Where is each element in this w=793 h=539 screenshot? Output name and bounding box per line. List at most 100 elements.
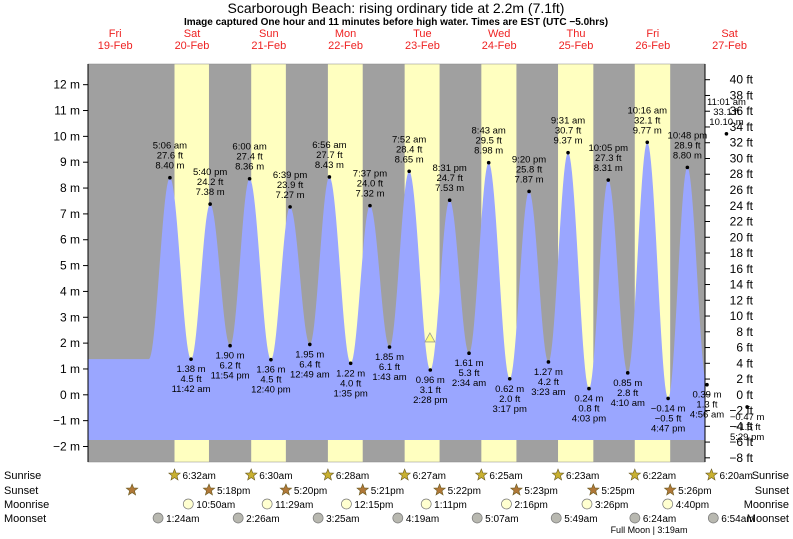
high-tide-feet: 23.9 ft [277,180,304,191]
sunset-time: 5:23pm [524,486,557,497]
y-tick-label: 32 ft [730,136,754,150]
low-tide-point [625,371,630,375]
sunrise-time: 6:30am [259,471,292,482]
low-tide-meters: 1.85 m [375,352,404,363]
low-tide-time: 3:23 am [531,387,565,398]
moonrise-time: 4:40pm [676,500,709,511]
y-tick-label: 26 ft [730,183,754,197]
moonset-moon-icon [392,512,404,524]
high-tide-time: 9:20 pm [512,154,546,165]
sunrise-time: 6:27am [413,471,446,482]
high-tide-feet: 32.1 ft [634,115,661,126]
day-of-week-label: Thu [567,28,586,40]
moonset-moon-icon [471,512,483,524]
day-of-week-label: Fri [646,28,659,40]
y-tick-label: 3 m [60,310,80,324]
sunset-star-icon [125,483,139,496]
sunrise-time: 6:32am [183,471,216,482]
low-tide-feet: 2.0 ft [499,394,520,405]
y-tick-label: 6 m [60,233,80,247]
chart-title: Scarborough Beach: rising ordinary tide … [228,0,565,16]
low-tide-feet: 6.4 ft [299,359,320,370]
high-tide-feet: 28.4 ft [396,144,423,155]
y-tick-label: 12 ft [730,293,754,307]
low-tide-meters: 0.62 m [495,384,524,395]
date-label: 21-Feb [251,40,286,52]
astro-rows: Sunrise Sunrise 6:32am 6:30am 6:28am 6:27am 6:… [4,468,789,525]
day-of-week-label: Mon [335,28,356,40]
moonrise-time: 3:26pm [595,500,628,511]
high-tide-point [486,160,491,165]
y-tick-label: 10 ft [730,309,754,323]
high-tide-feet: 25.8 ft [516,164,543,175]
high-tide-meters: 7.32 m [355,189,384,200]
low-tide-meters: 0.96 m [416,375,445,386]
moonset-moon-icon [550,512,562,524]
low-tide-feet: 4.2 ft [538,377,559,388]
sunrise-time: 6:20am [719,471,752,482]
y-tick-label: 12 m [53,78,80,92]
low-tide-point [587,386,591,391]
high-tide-meters: 7.87 m [515,174,544,185]
low-tide-time: 4:56 am [690,410,724,421]
y-tick-label: 0 m [60,388,80,402]
high-tide-point [168,175,172,180]
moonrise-time: 10:50am [196,500,235,511]
high-tide-meters: 8.43 m [315,160,344,171]
day-of-week-label: Sun [259,28,279,40]
low-tide-time: 4:10 am [611,398,645,409]
low-tide-feet: 0.8 ft [578,404,599,415]
low-tide-point [745,405,749,409]
y-tick-label: 40 ft [730,73,754,87]
day-of-week-label: Fri [109,28,122,40]
high-tide-time: 8:31 pm [432,163,466,174]
low-tide-time: 11:54 pm [211,371,250,382]
y-tick-label: 24 ft [730,199,754,213]
high-tide-point [327,175,332,179]
low-tide-point [666,396,670,401]
moonrise-row-label-left: Moonrise [4,499,49,511]
sunrise-star-icon [628,468,642,481]
sunrise-star-icon [705,468,718,481]
sunrise-star-icon [168,468,181,481]
moonset-time: 6:24am [643,514,676,525]
high-tide-feet: 28.9 ft [674,140,701,151]
sunset-time: 5:21pm [371,486,404,497]
moonrise-time: 12:15pm [354,500,393,511]
low-tide-point [228,343,232,348]
y-tick-label: 22 ft [730,215,754,229]
low-tide-point [705,382,709,387]
low-tide-point [348,361,353,366]
low-tide-time: 11:42 am [172,384,211,395]
y-axis-meters: −2 m −1 m 0 m 1 m 2 m 3 m 4 m 5 m 6 m 7 m 8 m 9 m 10… [53,64,89,462]
moonset-moon-icon [232,512,244,524]
high-tide-time: 10:16 am [627,105,667,116]
low-tide-meters: 1.61 m [454,358,483,369]
high-tide-meters: 7.27 m [276,190,305,201]
moonset-time: 5:07am [485,514,518,525]
low-tide-time: 12:40 pm [251,385,291,396]
low-tide-time: 3:17 pm [493,404,527,415]
high-tide-point [447,198,452,202]
moonset-moon-icon [629,512,641,524]
sunset-time: 5:22pm [448,486,481,497]
sunset-star-icon [509,483,523,496]
sunset-time: 5:25pm [601,486,634,497]
low-tide-meters: 1.38 m [177,364,206,375]
date-label: 26-Feb [635,40,670,52]
low-tide-feet: 3.1 ft [420,385,441,396]
moonrise-row-label-right: Moonrise [744,499,789,511]
high-tide-time: 6:00 am [232,142,266,153]
low-tide-feet: −1.5 ft [734,422,761,433]
sunrise-row-label-right: Sunrise [752,470,789,482]
high-tide-feet: 33.1 ft [713,107,740,118]
moonset-time: 2:26am [246,514,279,525]
high-tide-feet: 29.5 ft [475,136,502,147]
low-tide-meters: −0.14 m [651,403,686,414]
sunset-star-icon [433,483,447,496]
moonrise-moon-icon [182,498,194,510]
y-tick-label: 14 ft [730,278,754,292]
y-tick-label: −2 m [53,439,80,453]
